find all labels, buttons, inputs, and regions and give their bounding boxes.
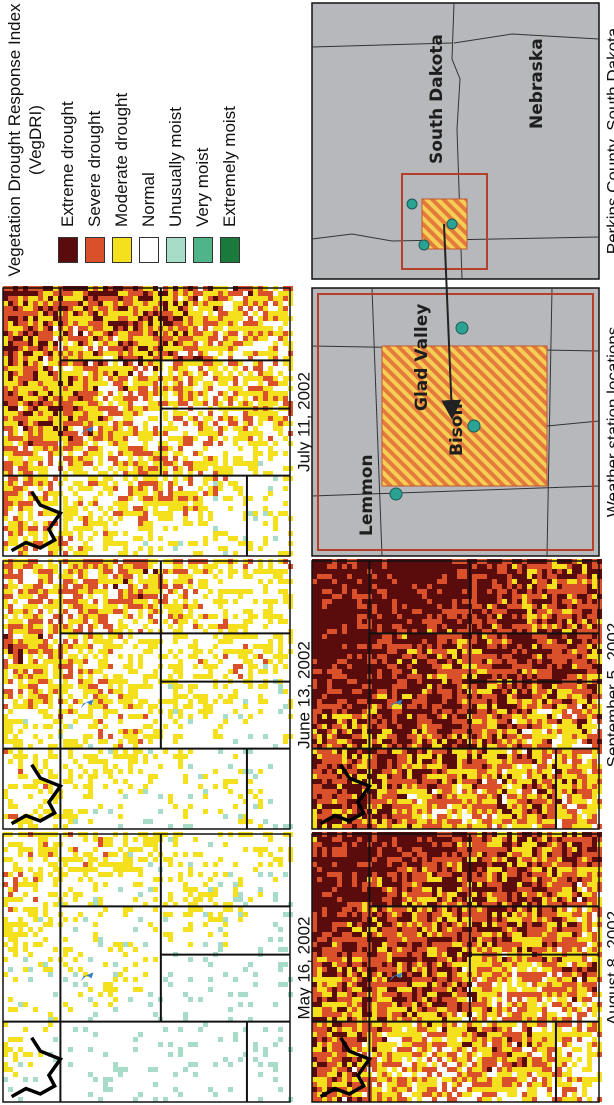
vegdri-map (3, 559, 293, 829)
legend-swatch (112, 237, 132, 263)
panel-label: September 5, 2002 (603, 623, 614, 768)
station-label: Lemmon (357, 454, 377, 536)
figure: May 16, 2002 June 13, 2002 July 11, 2002 Au… (0, 0, 614, 1105)
state-label: Nebraska (527, 38, 547, 129)
weather-station (407, 199, 417, 209)
legend-label: Extremely moist (220, 106, 240, 227)
legend-swatch (220, 237, 240, 263)
legend-item: Severe drought (81, 3, 108, 263)
legend-item: Extremely moist (216, 3, 243, 263)
panel-label: August 8, 2002 (603, 911, 614, 1025)
weather-station (419, 240, 429, 250)
station-label: Glad Valley (412, 304, 432, 411)
station-label: Bison (447, 403, 467, 456)
panel-label: June 13, 2002 (294, 641, 313, 749)
legend-swatch (85, 237, 105, 263)
vegdri-map (312, 832, 602, 1102)
legend-items: Extreme drought Severe drought Moderate dr… (54, 3, 243, 277)
legend-item: Unusually moist (162, 3, 189, 263)
legend-label: Extreme drought (58, 101, 78, 227)
legend-swatch (193, 237, 213, 263)
panel-label: May 16, 2002 (294, 916, 313, 1019)
panel-label: Weather station locations (603, 327, 614, 518)
legend-label: Normal (139, 172, 159, 227)
page: May 16, 2002 June 13, 2002 July 11, 2002 Au… (0, 0, 614, 1105)
legend-item: Very moist (189, 3, 216, 263)
vegdri-map (3, 286, 293, 556)
weather-station (456, 322, 468, 334)
panel-label: July 11, 2002 (294, 372, 313, 472)
panel-label: Perkins County, South Dakota (603, 27, 614, 254)
legend: Vegetation Drought Response Index (VegDR… (4, 3, 243, 277)
legend-title: Vegetation Drought Response Index (VegDR… (4, 3, 46, 277)
vegdri-map (312, 559, 602, 829)
legend-label: Moderate drought (112, 93, 132, 227)
vegdri-map (3, 832, 293, 1102)
legend-item: Normal (135, 3, 162, 263)
state-label: South Dakota (427, 34, 447, 164)
legend-swatch (166, 237, 186, 263)
legend-swatch (139, 237, 159, 263)
weather-station (447, 219, 457, 229)
legend-item: Extreme drought (54, 3, 81, 263)
legend-label: Unusually moist (166, 107, 186, 227)
legend-label: Severe drought (85, 111, 105, 227)
weather-station (390, 488, 402, 500)
legend-swatch (58, 237, 78, 263)
weather-station (468, 420, 480, 432)
legend-label: Very moist (193, 148, 213, 227)
legend-item: Moderate drought (108, 3, 135, 263)
